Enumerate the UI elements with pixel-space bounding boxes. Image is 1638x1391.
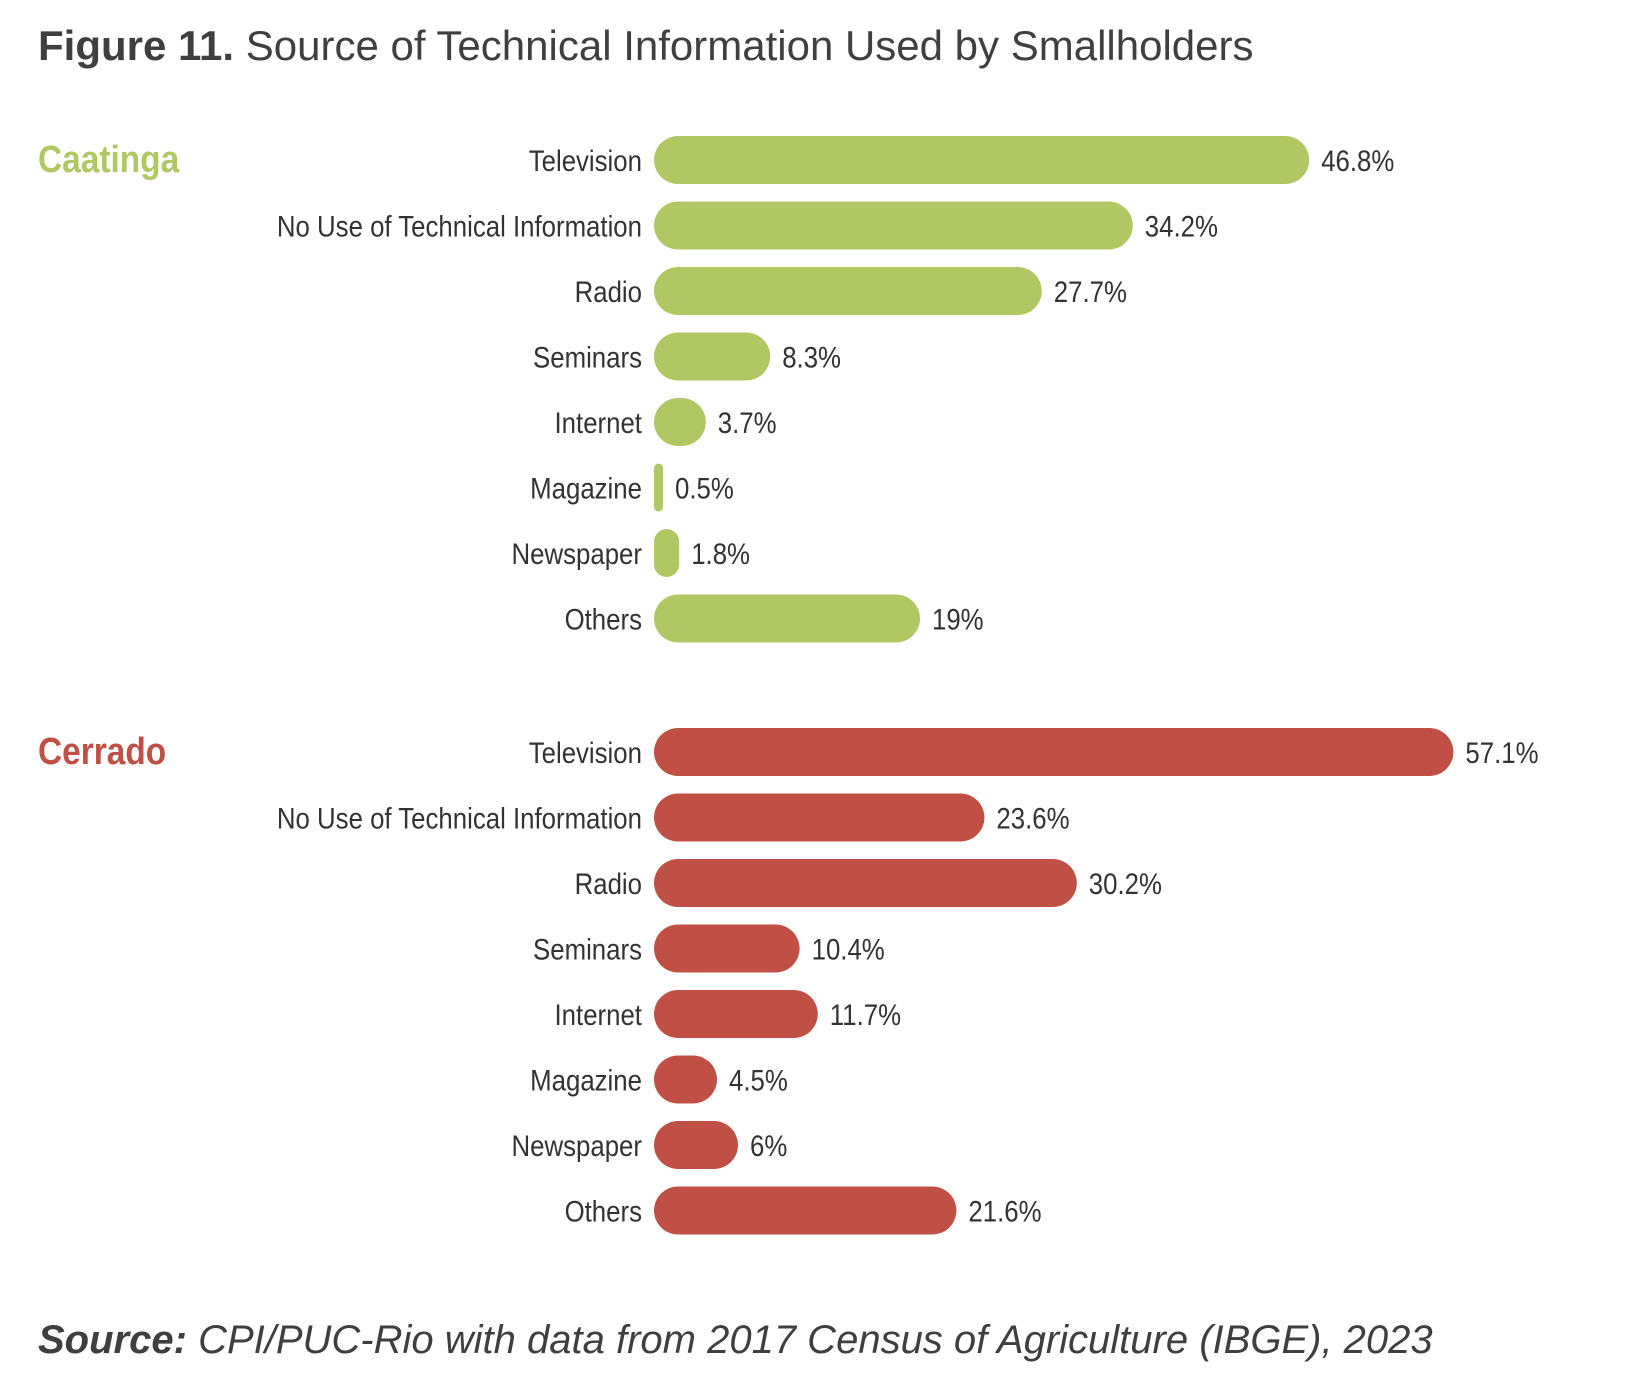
value-label: 4.5% <box>729 1064 788 1097</box>
source-note: Source: CPI/PUC-Rio with data from 2017 … <box>38 1318 1433 1363</box>
bar <box>654 267 1042 315</box>
bar <box>654 728 1454 776</box>
chart-panel-cerrado: Cerrado Television 57.1% No Use of Technica… <box>38 728 1539 1235</box>
category-label: Internet <box>555 406 643 439</box>
bar <box>654 990 818 1038</box>
category-label: Television <box>529 736 642 769</box>
value-label: 21.6% <box>968 1195 1041 1228</box>
category-label: Others <box>565 1195 642 1228</box>
bar <box>654 1055 717 1104</box>
category-label: Magazine <box>530 1064 642 1097</box>
category-label: Magazine <box>530 472 642 505</box>
bar <box>654 793 985 842</box>
category-label: Radio <box>575 867 642 900</box>
figure-title: Figure 11. Source of Technical Informati… <box>38 22 1253 70</box>
bar <box>654 1121 738 1169</box>
category-label: Seminars <box>533 341 642 374</box>
category-label: No Use of Technical Information <box>277 210 642 243</box>
value-label: 6% <box>750 1129 787 1162</box>
value-label: 30.2% <box>1089 867 1162 900</box>
value-label: 46.8% <box>1321 144 1394 177</box>
value-label: 19% <box>932 603 984 636</box>
value-label: 3.7% <box>718 406 777 439</box>
value-label: 1.8% <box>691 537 750 570</box>
category-label: Newspaper <box>512 537 642 570</box>
bar <box>654 136 1310 184</box>
category-label: Others <box>565 603 642 636</box>
bar <box>654 594 920 643</box>
category-label: Television <box>529 144 642 177</box>
category-label: No Use of Technical Information <box>277 802 642 835</box>
bar <box>654 201 1133 250</box>
figure-number: Figure 11. <box>38 22 235 69</box>
bar <box>654 398 706 446</box>
value-label: 34.2% <box>1145 210 1218 243</box>
category-label: Seminars <box>533 933 642 966</box>
value-label: 8.3% <box>782 341 841 374</box>
category-label: Newspaper <box>512 1129 642 1162</box>
source-label: Source: <box>38 1318 187 1362</box>
source-text: CPI/PUC-Rio with data from 2017 Census o… <box>198 1318 1433 1362</box>
bar <box>654 1186 957 1235</box>
panel-label: Cerrado <box>38 730 166 772</box>
category-label: Radio <box>575 275 642 308</box>
bar <box>654 859 1077 907</box>
figure-title-text: Source of Technical Information Used by … <box>245 22 1254 69</box>
bar <box>654 463 663 512</box>
value-label: 10.4% <box>812 933 885 966</box>
bar <box>654 332 771 381</box>
panel-label: Caatinga <box>38 138 180 180</box>
value-label: 23.6% <box>996 802 1069 835</box>
chart-panel-caatinga: Caatinga Television 46.8% No Use of Technic… <box>38 136 1394 643</box>
value-label: 11.7% <box>830 998 901 1031</box>
value-label: 57.1% <box>1465 736 1538 769</box>
bar <box>654 924 800 973</box>
bar <box>654 529 680 577</box>
value-label: 27.7% <box>1054 275 1127 308</box>
value-label: 0.5% <box>675 472 734 505</box>
category-label: Internet <box>555 998 643 1031</box>
